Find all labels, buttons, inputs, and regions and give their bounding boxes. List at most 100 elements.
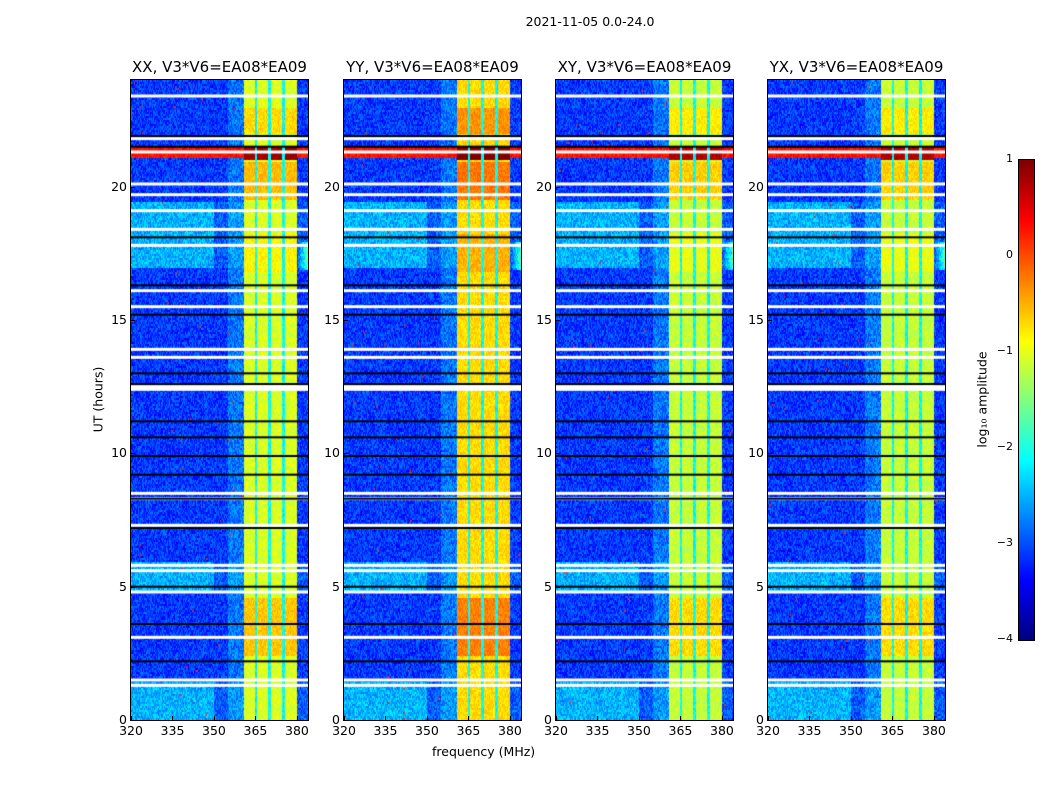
x-tick-mark xyxy=(933,716,935,720)
y-tick-mark xyxy=(556,586,560,588)
heatmap-image xyxy=(768,80,945,720)
y-tick-mark xyxy=(131,320,135,321)
x-tick-label: 320 xyxy=(544,723,568,738)
y-tick-mark xyxy=(131,186,135,188)
x-tick-mark xyxy=(213,716,215,720)
x-tick-label: 365 xyxy=(880,723,905,738)
x-tick-mark xyxy=(344,716,345,720)
y-tick-mark xyxy=(131,586,135,588)
x-tick-mark xyxy=(468,716,470,720)
x-tick-mark xyxy=(721,716,723,720)
x-tick-mark xyxy=(385,716,387,720)
y-tick-mark xyxy=(344,586,348,588)
figure-title: 2021-11-05 0.0-24.0 xyxy=(525,14,655,29)
y-tick-mark xyxy=(556,320,560,321)
y-tick-mark xyxy=(556,186,560,188)
y-tick-mark xyxy=(344,453,348,455)
x-tick-label: 380 xyxy=(710,723,734,738)
y-tick-mark xyxy=(768,453,772,455)
colorbar-tick-label: 1 xyxy=(1006,152,1013,165)
colorbar-tick-label: −2 xyxy=(996,440,1013,453)
x-tick-label: 350 xyxy=(202,723,226,738)
y-tick-label: 15 xyxy=(111,312,127,327)
x-tick-label: 320 xyxy=(119,723,143,738)
x-tick-label: 350 xyxy=(627,723,651,738)
colorbar-tick-label: −3 xyxy=(996,536,1013,549)
y-tick-label: 10 xyxy=(536,445,552,461)
panel-title: YX, V3*V6=EA08*EA09 xyxy=(769,58,944,76)
y-tick-mark xyxy=(344,320,348,321)
x-tick-mark xyxy=(809,716,811,720)
y-tick-mark xyxy=(131,720,135,721)
y-tick-label: 5 xyxy=(332,578,340,594)
colorbar-label: log₁₀ amplitude xyxy=(974,351,990,448)
y-tick-label: 10 xyxy=(111,445,127,461)
panel-title: XX, V3*V6=EA08*EA09 xyxy=(132,58,307,76)
y-tick-label: 15 xyxy=(536,312,552,327)
y-tick-label: 20 xyxy=(536,178,552,194)
y-tick-mark xyxy=(556,453,560,455)
y-tick-label: 0 xyxy=(332,712,340,727)
y-tick-label: 10 xyxy=(324,445,340,461)
y-tick-label: 0 xyxy=(119,712,127,727)
panel-title: YY, V3*V6=EA08*EA09 xyxy=(346,58,519,76)
colorbar xyxy=(1018,159,1035,641)
x-tick-mark xyxy=(255,716,257,720)
x-tick-mark xyxy=(892,716,894,720)
panel-title: XY, V3*V6=EA08*EA09 xyxy=(557,58,732,76)
y-tick-label: 5 xyxy=(544,578,552,594)
x-tick-label: 380 xyxy=(285,723,309,738)
x-tick-mark xyxy=(296,716,298,720)
heatmap-image xyxy=(344,80,521,720)
x-tick-label: 335 xyxy=(373,723,398,738)
colorbar-tick-label: −4 xyxy=(996,632,1013,645)
colorbar-tick-label: −1 xyxy=(996,344,1013,357)
x-tick-label: 380 xyxy=(498,723,522,738)
x-tick-label: 320 xyxy=(332,723,356,738)
x-tick-mark xyxy=(131,716,132,720)
y-tick-mark xyxy=(556,720,560,721)
y-tick-mark xyxy=(344,720,348,721)
heatmap-panel xyxy=(767,79,946,721)
x-tick-mark xyxy=(597,716,599,720)
y-tick-label: 15 xyxy=(324,312,340,327)
y-tick-label: 5 xyxy=(756,578,764,594)
y-tick-label: 20 xyxy=(111,178,127,194)
y-tick-mark xyxy=(768,720,772,721)
x-tick-label: 335 xyxy=(160,723,185,738)
y-tick-label: 10 xyxy=(748,445,764,461)
colorbar-tick-label: 0 xyxy=(1006,248,1013,261)
x-tick-label: 350 xyxy=(839,723,863,738)
x-tick-mark xyxy=(426,716,428,720)
y-tick-mark xyxy=(768,320,772,321)
x-tick-label: 350 xyxy=(415,723,439,738)
x-tick-mark xyxy=(172,716,174,720)
y-tick-label: 20 xyxy=(324,178,340,194)
heatmap-image xyxy=(131,80,308,720)
x-tick-label: 320 xyxy=(756,723,780,738)
x-tick-mark xyxy=(509,716,511,720)
y-tick-label: 0 xyxy=(544,712,552,727)
x-axis-label: frequency (MHz) xyxy=(432,744,536,759)
y-tick-label: 0 xyxy=(756,712,764,727)
x-tick-mark xyxy=(680,716,682,720)
y-tick-mark xyxy=(131,453,135,455)
x-tick-mark xyxy=(638,716,640,720)
x-tick-label: 365 xyxy=(456,723,481,738)
y-tick-label: 15 xyxy=(748,312,764,327)
heatmap-panel xyxy=(130,79,309,721)
heatmap-image xyxy=(556,80,733,720)
y-tick-mark xyxy=(768,586,772,588)
x-tick-mark xyxy=(850,716,852,720)
colorbar-gradient xyxy=(1019,160,1034,640)
x-tick-label: 365 xyxy=(243,723,268,738)
x-tick-label: 365 xyxy=(668,723,693,738)
x-tick-mark xyxy=(556,716,557,720)
y-axis-label: UT (hours) xyxy=(90,366,106,433)
y-tick-label: 5 xyxy=(119,578,127,594)
x-tick-label: 335 xyxy=(585,723,610,738)
x-tick-label: 380 xyxy=(922,723,946,738)
x-tick-mark xyxy=(768,716,769,720)
y-tick-label: 20 xyxy=(748,178,764,194)
